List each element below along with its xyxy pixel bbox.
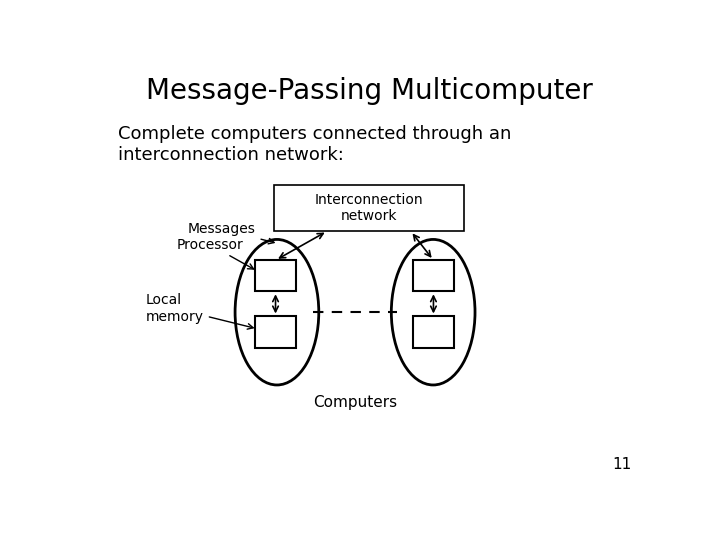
Text: Interconnection
network: Interconnection network [315,193,423,224]
Text: Complete computers connected through an
interconnection network:: Complete computers connected through an … [118,125,511,164]
Bar [413,316,454,348]
Bar [255,260,297,292]
Bar [255,316,297,348]
Text: Processor: Processor [176,238,253,269]
Text: 11: 11 [612,457,631,472]
Ellipse shape [392,239,475,385]
Text: Messages: Messages [188,222,274,244]
Bar [413,260,454,292]
Ellipse shape [235,239,319,385]
Text: Message-Passing Multicomputer: Message-Passing Multicomputer [145,77,593,105]
Text: Computers: Computers [313,395,397,410]
Text: Local
memory: Local memory [145,293,253,329]
Bar [274,185,464,231]
